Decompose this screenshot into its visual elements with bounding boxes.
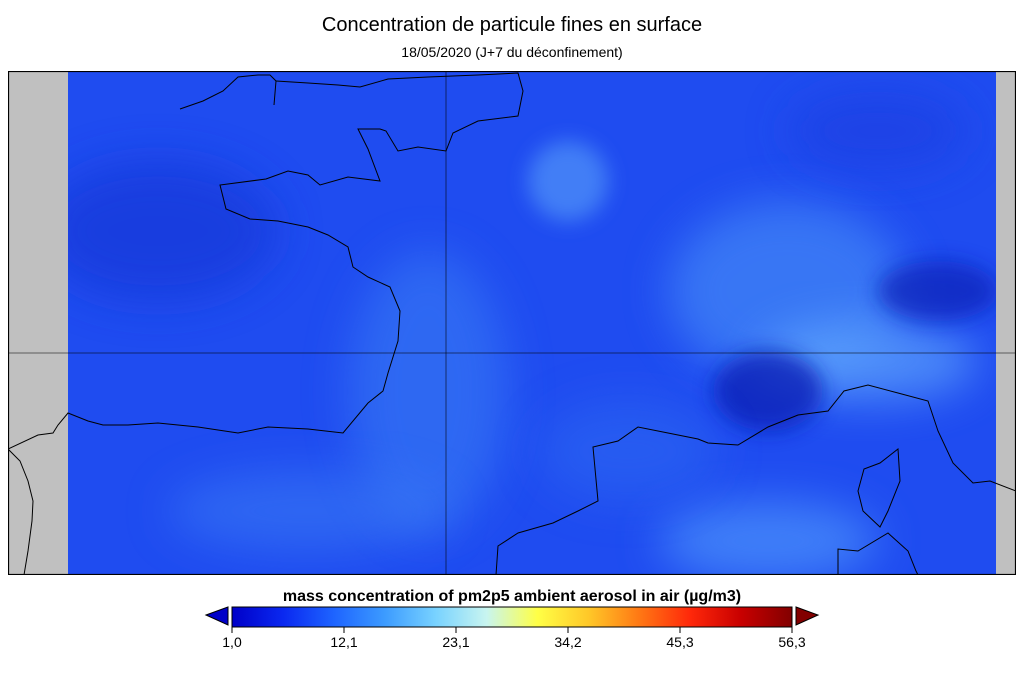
colorbar-tick-label: 23,1 bbox=[442, 634, 470, 650]
coastlines bbox=[8, 72, 1016, 575]
no-data-left bbox=[8, 71, 68, 575]
colorbar-tick-label: 56,3 bbox=[778, 634, 806, 650]
map-title: Concentration de particule fines en surf… bbox=[321, 14, 703, 36]
colorbar-ticks bbox=[231, 627, 793, 633]
no-data-right bbox=[996, 71, 1016, 575]
colorbar-min-arrow bbox=[204, 606, 229, 626]
colorbar-tick-label: 45,3 bbox=[666, 634, 694, 650]
pm25-concentration-map bbox=[8, 71, 1016, 575]
map-subtitle: 18/05/2020 (J+7 du déconfinement) bbox=[401, 44, 623, 60]
colorbar-tick-label: 1,0 bbox=[222, 634, 242, 650]
colorbar-tick-label: 12,1 bbox=[330, 634, 358, 650]
colorbar-tick-label: 34,2 bbox=[554, 634, 582, 650]
colorbar-max-arrow bbox=[795, 606, 820, 626]
colorbar-gradient bbox=[231, 606, 793, 628]
map-frame bbox=[8, 71, 1016, 575]
colorbar-label: mass concentration of pm2p5 ambient aero… bbox=[282, 588, 742, 605]
colorbar bbox=[204, 606, 820, 633]
concentration-variation bbox=[38, 91, 998, 575]
